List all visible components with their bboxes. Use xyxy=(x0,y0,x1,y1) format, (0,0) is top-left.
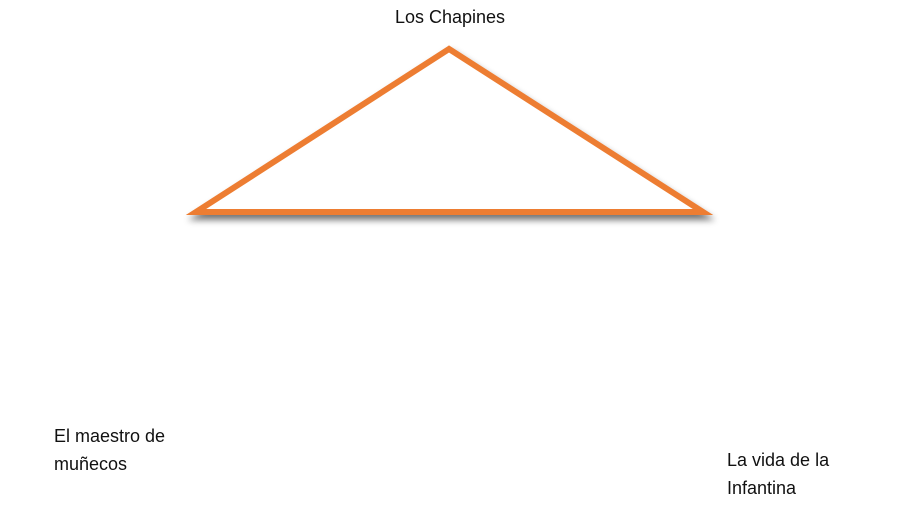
right-vertex-label: La vida de la Infantina xyxy=(727,446,829,502)
top-vertex-label: Los Chapines xyxy=(394,7,506,27)
triangle-shape xyxy=(185,45,714,215)
left-vertex-label-line-2: muñecos xyxy=(54,454,128,474)
right-vertex-label-line-1: La vida de la xyxy=(727,450,830,470)
left-vertex-label: El maestro de muñecos xyxy=(54,422,165,478)
left-vertex-label-line-1: El maestro de xyxy=(54,426,166,446)
right-vertex-label-line-2: Infantina xyxy=(727,478,797,498)
